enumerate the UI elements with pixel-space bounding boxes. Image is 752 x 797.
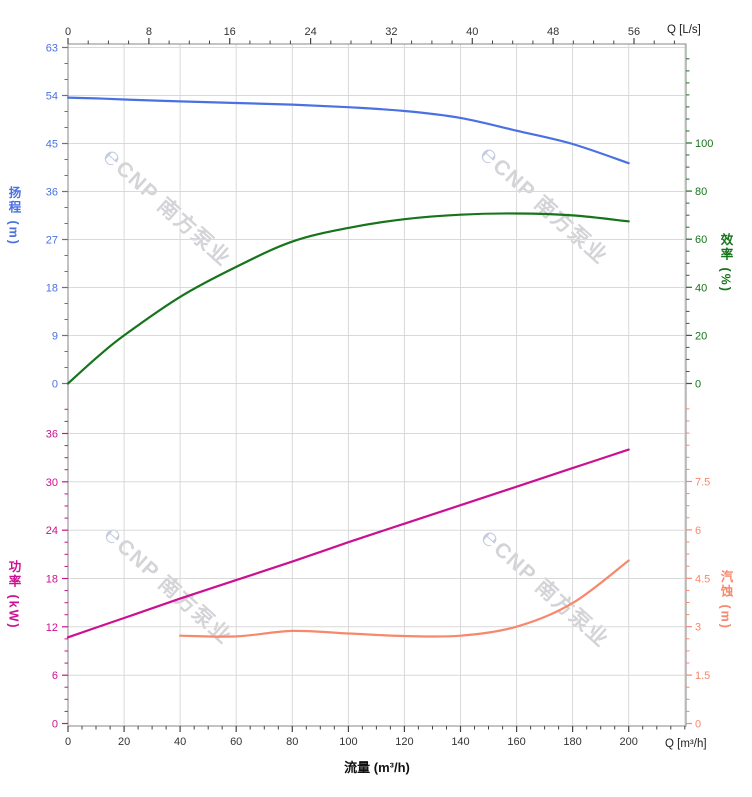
head-tick-label: 63 [46,43,58,55]
efficiency-tick-label: 0 [695,379,701,391]
power-tick-label: 12 [46,622,58,634]
curve-npsh [179,559,630,638]
top-axis-tick-label: 32 [385,26,397,38]
head-tick-label: 9 [52,331,58,343]
bottom-axis-tick-label: 100 [339,736,357,748]
npsh-tick-label: 0 [695,719,701,731]
power-tick-label: 0 [52,719,58,731]
bottom-axis-tick-label: 60 [230,736,242,748]
head-tick-label: 54 [46,91,58,103]
top-axis-unit-label: Q [L/s] [667,24,701,36]
head-tick-label: 36 [46,187,58,199]
bottom-axis-tick-label: 180 [563,736,581,748]
efficiency-tick-label: 100 [695,138,713,150]
x-axis-title: 流量 (m³/h) [344,760,410,775]
bottom-axis-tick-label: 40 [174,736,186,748]
efficiency-tick-label: 60 [695,234,707,246]
top-axis-tick-label: 0 [65,26,71,38]
power-axis-title: 功率 (kW) [6,560,21,630]
top-axis-tick-label: 40 [466,26,478,38]
power-tick-label: 6 [52,670,58,682]
npsh-tick-label: 6 [695,525,701,537]
top-axis-tick-label: 48 [547,26,559,38]
power-tick-label: 18 [46,574,58,586]
head-tick-label: 27 [46,235,58,247]
bottom-axis-tick-label: 200 [620,736,638,748]
npsh-tick-label: 1.5 [695,670,710,682]
plot-border [67,43,687,727]
head-tick-label: 45 [46,139,58,151]
top-axis-tick-label: 24 [304,26,316,38]
curve-power [66,448,630,639]
bottom-axis-tick-label: 120 [395,736,413,748]
npsh-tick-label: 7.5 [695,477,710,489]
head-tick-label: 0 [52,379,58,391]
head-tick-label: 18 [46,283,58,295]
power-tick-label: 36 [46,429,58,441]
top-axis-tick-label: 16 [224,26,236,38]
bottom-axis-tick-label: 0 [65,736,71,748]
bottom-axis-tick-label: 140 [451,736,469,748]
npsh-tick-label: 4.5 [695,573,710,585]
bottom-axis-tick-label: 160 [507,736,525,748]
curve-head [66,96,630,165]
bottom-axis-tick-label: 20 [118,736,130,748]
power-tick-label: 24 [46,525,58,537]
curve-efficiency [66,212,630,385]
head-axis-title: 扬程 (m) [6,186,21,246]
power-tick-label: 30 [46,477,58,489]
efficiency-tick-label: 20 [695,330,707,342]
npsh-tick-label: 3 [695,622,701,634]
efficiency-tick-label: 80 [695,186,707,198]
bottom-axis-unit-label: Q [m³/h] [665,738,707,750]
bottom-axis-tick-label: 80 [286,736,298,748]
efficiency-axis-title: 效率 (%) [718,233,733,293]
top-axis-tick-label: 8 [146,26,152,38]
npsh-axis-title: 汽蚀 (m) [718,570,733,630]
efficiency-tick-label: 40 [695,282,707,294]
top-axis-tick-label: 56 [628,26,640,38]
